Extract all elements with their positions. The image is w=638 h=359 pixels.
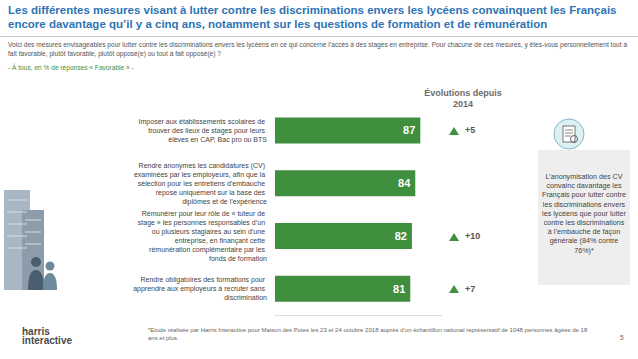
- svg-text:diplômes et de l’expérience: diplômes et de l’expérience: [182, 198, 267, 206]
- html-text:5: 5: [620, 334, 624, 341]
- html-text:*Etude réalisée par Harris Int: *Etude réalisée par Harris Interactive p…: [148, 327, 588, 341]
- svg-text:81: 81: [393, 283, 405, 295]
- html-text:+5: +5: [465, 125, 476, 136]
- svg-text:Imposer aux établissements sco: Imposer aux établissements scolaires de: [139, 118, 267, 126]
- svg-text:examinées par les employeurs,: examinées par les employeurs, afin que l…: [134, 171, 267, 179]
- svg-text:sélection pour les entretiens: sélection pour les entretiens d’embauche: [138, 180, 267, 188]
- html-text:Voici des mesures envisageable: Voici des mesures envisageables pour lut…: [8, 41, 627, 57]
- html-text:interactive: interactive: [22, 335, 72, 346]
- svg-text:ou plusieurs stagiaires au sei: ou plusieurs stagiaires au sein d’une: [152, 228, 267, 236]
- html-text:L’anonymisation des CV convain: L’anonymisation des CV convainc davantag…: [542, 172, 626, 255]
- svg-text:apprendre aux employeurs à rec: apprendre aux employeurs à recruter sans: [133, 285, 267, 293]
- svg-text:Rémunérer pour leur rôle de «: Rémunérer pour leur rôle de « tuteur de: [142, 210, 267, 218]
- svg-text:trouver des lieux de stages po: trouver des lieux de stages pour leurs: [148, 127, 267, 135]
- svg-text:84: 84: [398, 177, 411, 189]
- svg-text:élèves en CAP, Bac pro ou BTS: élèves en CAP, Bac pro ou BTS: [168, 136, 267, 144]
- html-text:Évolutions depuis 2014: Évolutions depuis 2014: [424, 88, 502, 109]
- svg-text:discrimination: discrimination: [224, 294, 267, 301]
- html-text:+10: +10: [465, 230, 481, 241]
- svg-text:Rendre obligatoires des format: Rendre obligatoires des formations pour: [141, 276, 267, 284]
- html-text:+7: +7: [465, 283, 476, 294]
- html-text:Les différentes mesures visant: Les différentes mesures visant à lutter …: [8, 4, 617, 30]
- html-text:- À tous, en % de réponses « F: - À tous, en % de réponses « Favorable »…: [8, 64, 134, 71]
- svg-text:repose uniquement sur la base: repose uniquement sur la base des: [156, 189, 267, 197]
- html-text:harris: harris: [22, 326, 50, 337]
- svg-text:Rendre anonymes les candidatur: Rendre anonymes les candidatures (CV): [139, 162, 267, 170]
- svg-text:fonds de formation: fonds de formation: [209, 255, 267, 262]
- svg-text:rémunération complémentaire pa: rémunération complémentaire par les: [149, 246, 267, 254]
- svg-text:stage » les personnes responsa: stage » les personnes responsables d’un: [138, 219, 267, 227]
- svg-text:82: 82: [395, 230, 407, 242]
- svg-text:entreprise, en finançant cette: entreprise, en finançant cette: [175, 237, 267, 245]
- svg-text:87: 87: [403, 124, 415, 136]
